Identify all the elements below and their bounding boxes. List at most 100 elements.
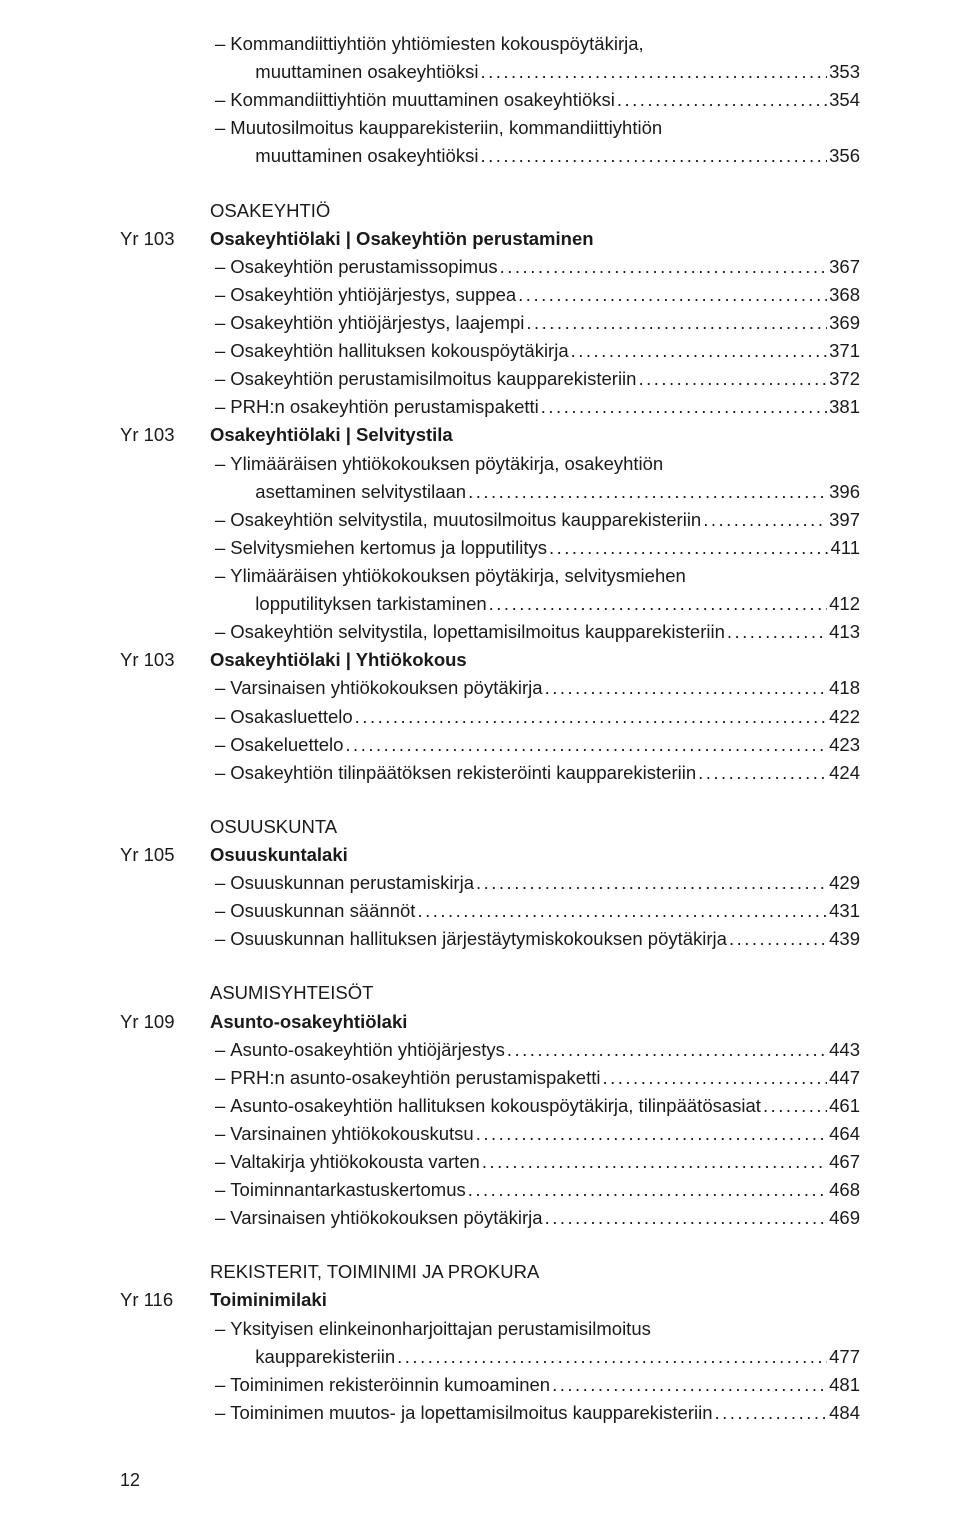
toc-entry-line1: –Yksityisen elinkeinonharjoittajan perus… [120, 1315, 860, 1343]
leader-dots [482, 1148, 827, 1176]
entry-label: Varsinaisen yhtiökokouksen pöytäkirja [230, 1204, 542, 1232]
entry: –Asunto-osakeyhtiön yhtiöjärjestys443 [210, 1036, 860, 1064]
dash-icon: – [210, 1120, 230, 1148]
leader-dots [638, 365, 827, 393]
entry-page: 412 [829, 590, 860, 618]
entry-label: kaupparekisteriin [255, 1343, 395, 1371]
section-heading-row: REKISTERIT, TOIMINIMI JA PROKURA [120, 1258, 860, 1286]
entry: –Toiminimen rekisteröinnin kumoaminen481 [210, 1371, 860, 1399]
entry-label: Asunto-osakeyhtiön yhtiöjärjestys [230, 1036, 505, 1064]
leader-dots [763, 1092, 827, 1120]
toc-entry-line1: –Muutosilmoitus kaupparekisteriin, komma… [120, 114, 860, 142]
toc-entry: –Asunto-osakeyhtiön yhtiöjärjestys443 [120, 1036, 860, 1064]
entry: –PRH:n asunto-osakeyhtiön perustamispake… [210, 1064, 860, 1092]
entry-label: Osakeluettelo [230, 731, 343, 759]
dash-icon: – [210, 618, 230, 646]
toc-entry: –Varsinaisen yhtiökokouksen pöytäkirja46… [120, 1204, 860, 1232]
leader-dots [545, 674, 828, 702]
entry-page: 423 [829, 731, 860, 759]
entry: –Varsinaisen yhtiökokouksen pöytäkirja46… [210, 1204, 860, 1232]
entry: –Toiminimen muutos- ja lopettamisilmoitu… [210, 1399, 860, 1427]
toc-entry-line2: –kaupparekisteriin477 [120, 1343, 860, 1371]
toc-entry: –Osakeyhtiön perustamissopimus367 [120, 253, 860, 281]
leader-dots [541, 393, 827, 421]
entry-label: Muutosilmoitus kaupparekisteriin, komman… [230, 114, 662, 142]
leader-dots [500, 253, 827, 281]
leader-dots [549, 534, 829, 562]
toc-entry-line1: –Ylimääräisen yhtiökokouksen pöytäkirja,… [120, 450, 860, 478]
toc-entry: –Toiminimen rekisteröinnin kumoaminen481 [120, 1371, 860, 1399]
entry-label: Osakeyhtiön selvitystila, muutosilmoitus… [230, 506, 701, 534]
toc-entry-line2: –lopputilityksen tarkistaminen412 [120, 590, 860, 618]
leader-dots [397, 1343, 827, 1371]
page-number: 12 [120, 1467, 140, 1494]
entry: –Osakeyhtiön tilinpäätöksen rekisteröint… [210, 759, 860, 787]
dash-icon: – [210, 393, 230, 421]
entry-page: 367 [829, 253, 860, 281]
leader-dots [729, 925, 827, 953]
entry-label: Valtakirja yhtiökokousta varten [230, 1148, 480, 1176]
entry-label: PRH:n osakeyhtiön perustamispaketti [230, 393, 538, 421]
entry: –Toiminnantarkastuskertomus468 [210, 1176, 860, 1204]
toc-entry: –Varsinainen yhtiökokouskutsu464 [120, 1120, 860, 1148]
section-heading-row: ASUMISYHTEISÖT [120, 979, 860, 1007]
entry-page: 464 [829, 1120, 860, 1148]
entry-label: Osuuskunnan säännöt [230, 897, 415, 925]
entry-page: 354 [829, 86, 860, 114]
entry: –Valtakirja yhtiökokousta varten467 [210, 1148, 860, 1176]
dash-icon: – [210, 1092, 230, 1120]
entry-page: 468 [829, 1176, 860, 1204]
entry-page: 447 [829, 1064, 860, 1092]
entry: –Osakeyhtiön yhtiöjärjestys, laajempi369 [210, 309, 860, 337]
toc-entry: –Osakeyhtiön yhtiöjärjestys, suppea368 [120, 281, 860, 309]
dash-icon: – [210, 925, 230, 953]
toc-entry-line1: –Kommandiittiyhtiön yhtiömiesten kokousp… [120, 30, 860, 58]
leader-dots [507, 1036, 827, 1064]
leader-dots [518, 281, 827, 309]
leader-dots [603, 1064, 828, 1092]
entry-label: Kommandiittiyhtiön yhtiömiesten kokouspö… [230, 30, 643, 58]
entry-label: Kommandiittiyhtiön muuttaminen osakeyhti… [230, 86, 615, 114]
entry-page: 372 [829, 365, 860, 393]
leader-dots [476, 869, 827, 897]
leader-dots [468, 478, 827, 506]
leader-dots [480, 142, 827, 170]
dash-icon: – [210, 534, 230, 562]
toc-entry: –Kommandiittiyhtiön muuttaminen osakeyht… [120, 86, 860, 114]
toc-entry: –Osakeyhtiön selvitystila, lopettamisilm… [120, 618, 860, 646]
dash-icon: – [210, 731, 230, 759]
entry: –Ylimääräisen yhtiökokouksen pöytäkirja,… [210, 450, 860, 478]
dash-icon: – [210, 1204, 230, 1232]
entry-label: muuttaminen osakeyhtiöksi [255, 142, 478, 170]
entry: –Osakeluettelo 423 [210, 731, 860, 759]
entry-page: 443 [829, 1036, 860, 1064]
toc-entry-line2: –asettaminen selvitystilaan396 [120, 478, 860, 506]
entry-page: 356 [829, 142, 860, 170]
entry-label: Osakeyhtiön yhtiöjärjestys, laajempi [230, 309, 524, 337]
subsection-title-row: Yr 103Osakeyhtiölaki | Osakeyhtiön perus… [120, 225, 860, 253]
section-heading-row: OSUUSKUNTA [120, 813, 860, 841]
dash-icon: – [210, 30, 230, 58]
toc-entry-line1: –Ylimääräisen yhtiökokouksen pöytäkirja,… [120, 562, 860, 590]
entry: –Muutosilmoitus kaupparekisteriin, komma… [210, 114, 860, 142]
entry: –Osakeyhtiön yhtiöjärjestys, suppea368 [210, 281, 860, 309]
entry-label: lopputilityksen tarkistaminen [255, 590, 486, 618]
subsection-title: Asunto-osakeyhtiölaki [210, 1008, 407, 1036]
dash-icon: – [210, 337, 230, 365]
toc-entry: –Osakeyhtiön hallituksen kokouspöytäkirj… [120, 337, 860, 365]
law-code: Yr 103 [120, 421, 210, 449]
toc-entry: –Selvitysmiehen kertomus ja lopputilitys… [120, 534, 860, 562]
entry: –Osuuskunnan säännöt431 [210, 897, 860, 925]
entry: –kaupparekisteriin477 [210, 1343, 860, 1371]
toc-entry: –Osakeluettelo 423 [120, 731, 860, 759]
entry: –Varsinaisen yhtiökokouksen pöytäkirja41… [210, 674, 860, 702]
entry-label: Osakeyhtiön tilinpäätöksen rekisteröinti… [230, 759, 696, 787]
entry: –Osakeyhtiön perustamisilmoitus kauppare… [210, 365, 860, 393]
entry: –Kommandiittiyhtiön muuttaminen osakeyht… [210, 86, 860, 114]
entry-page: 424 [829, 759, 860, 787]
entry: –Varsinainen yhtiökokouskutsu464 [210, 1120, 860, 1148]
entry-label: Osakeyhtiön hallituksen kokouspöytäkirja [230, 337, 568, 365]
toc-entry: –Valtakirja yhtiökokousta varten467 [120, 1148, 860, 1176]
entry: –Kommandiittiyhtiön yhtiömiesten kokousp… [210, 30, 860, 58]
entry: –Yksityisen elinkeinonharjoittajan perus… [210, 1315, 860, 1343]
